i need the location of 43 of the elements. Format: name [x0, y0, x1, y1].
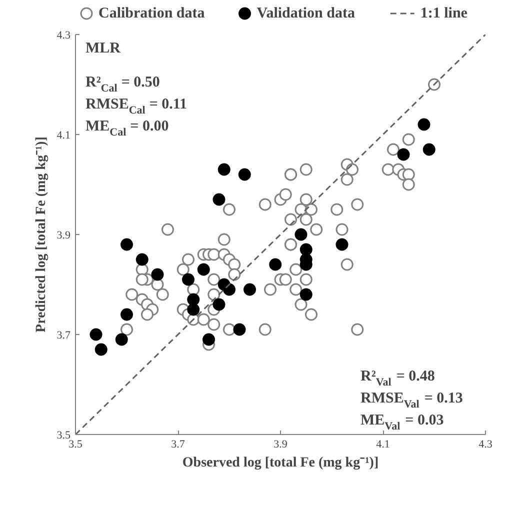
y-tick-label: 4.1 — [56, 130, 70, 142]
y-tick-label: 3.5 — [56, 430, 71, 442]
point — [294, 228, 308, 241]
y-axis-title: Predicted log [total Fe (mg kg⁻¹)] — [34, 136, 49, 332]
x-tick-label: 4.3 — [478, 438, 493, 450]
point — [94, 343, 108, 356]
point — [115, 333, 128, 346]
point — [151, 268, 164, 281]
y-tick-label: 3.9 — [56, 230, 71, 242]
point — [238, 168, 251, 181]
legend-label: Validation data — [256, 6, 356, 22]
point — [120, 238, 133, 251]
x-tick-label: 3.5 — [68, 438, 83, 450]
point — [418, 118, 430, 131]
legend-label: Calibration data — [98, 6, 206, 22]
point — [136, 253, 148, 266]
point — [212, 193, 226, 206]
point — [300, 288, 312, 301]
point — [233, 323, 246, 336]
point — [90, 328, 102, 341]
point — [202, 333, 215, 346]
point — [197, 263, 210, 276]
point — [218, 163, 230, 176]
point — [223, 283, 236, 296]
point — [182, 273, 194, 286]
point — [300, 243, 312, 256]
annotation: MLR — [86, 40, 121, 56]
x-tick-label: 3.9 — [274, 438, 288, 450]
point — [244, 283, 256, 296]
x-axis-title: Observed log [total Fe (mg kg⁻¹)] — [182, 456, 379, 470]
x-tick-label: 3.7 — [171, 438, 186, 450]
point — [397, 148, 410, 161]
point — [187, 293, 200, 306]
point — [212, 298, 226, 311]
point — [187, 303, 200, 316]
x-tick-label: 4.1 — [376, 438, 390, 450]
y-tick-label: 3.7 — [56, 330, 71, 342]
point — [120, 308, 133, 321]
y-tick-label: 4.3 — [56, 30, 71, 42]
point — [422, 143, 436, 156]
legend-label: 1:1 line — [420, 6, 468, 22]
point — [336, 238, 348, 251]
point — [269, 258, 282, 271]
